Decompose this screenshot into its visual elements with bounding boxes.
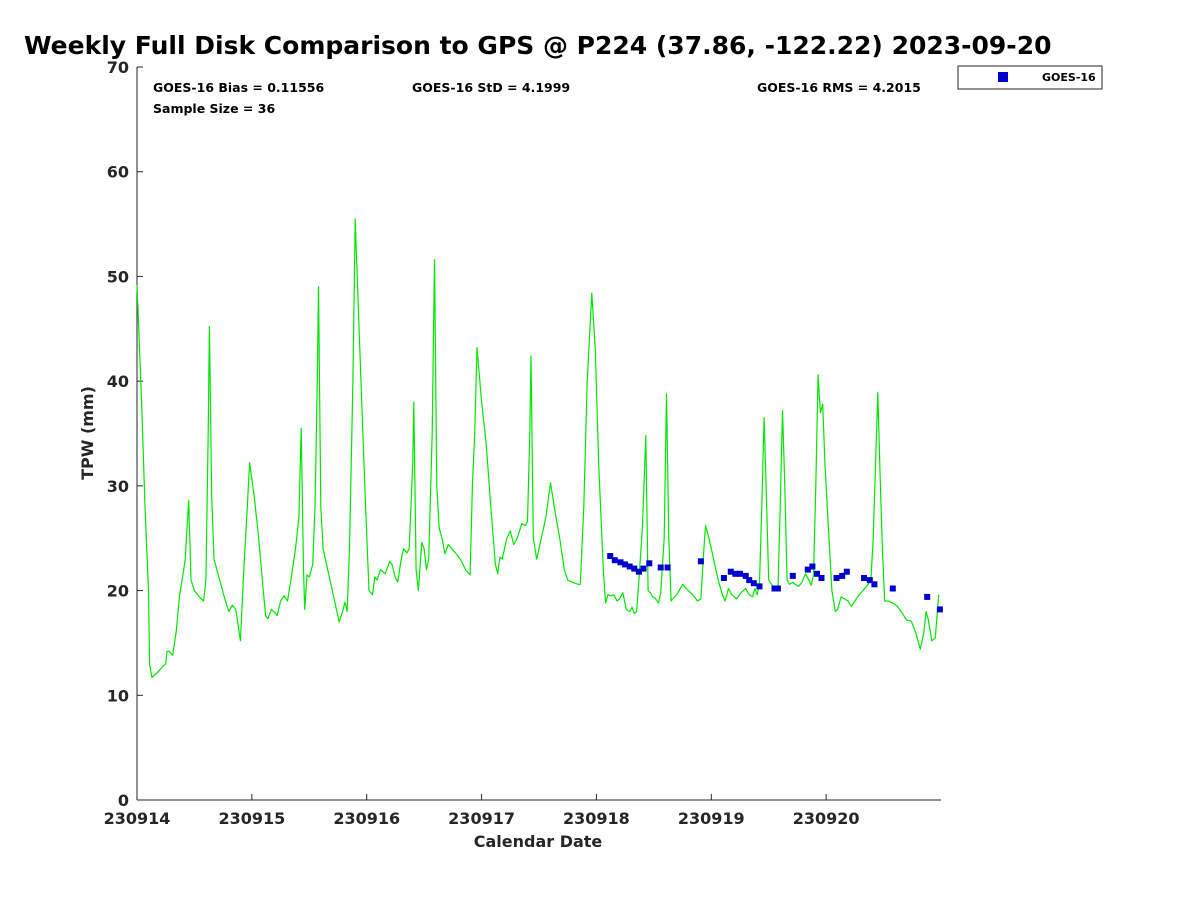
goes16-point	[871, 581, 878, 588]
goes16-point	[818, 575, 825, 581]
rms-annotation: GOES-16 RMS = 4.2015	[757, 80, 921, 95]
goes16-point	[771, 585, 778, 592]
chart-title: Weekly Full Disk Comparison to GPS @ P22…	[24, 31, 1051, 60]
y-tick-label: 0	[118, 791, 129, 810]
plot-background	[137, 67, 941, 800]
sample-size-annotation: Sample Size = 36	[153, 101, 275, 116]
goes16-point	[750, 580, 757, 587]
goes16-point	[861, 575, 867, 581]
y-axis-label: TPW (mm)	[78, 386, 97, 480]
goes16-point	[866, 577, 873, 584]
goes16-point	[635, 568, 642, 575]
std-annotation: GOES-16 StD = 4.1999	[412, 80, 570, 95]
goes16-point	[809, 563, 816, 570]
legend: GOES-16	[957, 65, 1103, 90]
x-tick-label: 230915	[218, 809, 285, 828]
goes16-point	[814, 570, 820, 577]
x-tick-label: 230916	[333, 809, 400, 828]
legend-label-goes16: GOES-16	[1042, 71, 1096, 84]
legend-marker-goes16	[998, 72, 1008, 82]
x-ticks: 230914 230915 230916 230917 230918 230919 2309…	[104, 794, 860, 828]
goes16-point	[664, 564, 671, 571]
goes16-point	[742, 572, 749, 579]
legend-box	[957, 65, 1103, 90]
goes16-point	[756, 583, 763, 590]
goes16-point	[936, 606, 943, 613]
goes16-point	[839, 572, 846, 579]
x-tick-label: 230919	[678, 809, 745, 828]
y-tick-label: 40	[107, 372, 129, 391]
bias-annotation: GOES-16 Bias = 0.11556	[153, 80, 324, 95]
gps-series-line	[136, 218, 940, 679]
goes16-point	[833, 575, 840, 581]
goes16-point	[640, 565, 647, 572]
goes16-point	[774, 585, 781, 592]
goes16-point	[732, 570, 739, 577]
goes16-point	[737, 570, 743, 577]
goes16-point	[622, 561, 629, 568]
goes16-point	[631, 565, 638, 572]
x-tick-label: 230918	[563, 809, 630, 828]
y-tick-label: 70	[107, 58, 129, 77]
y-tick-label: 20	[107, 582, 129, 601]
y-ticks: 0 10 20 30 40 50 60 70	[107, 58, 143, 810]
goes16-point	[657, 564, 664, 571]
y-tick-label: 50	[107, 267, 129, 286]
y-tick-label: 10	[107, 686, 129, 705]
goes16-point	[720, 575, 727, 581]
series-layer	[136, 218, 943, 679]
goes16-point	[746, 577, 753, 584]
goes16-point	[697, 558, 704, 565]
y-tick-label: 30	[107, 477, 129, 496]
plot-area	[136, 67, 941, 801]
x-tick-label: 230917	[448, 809, 515, 828]
stats-annotations: GOES-16 Bias = 0.11556 GOES-16 StD = 4.1…	[153, 80, 921, 116]
goes16-point	[617, 559, 624, 566]
goes16-point	[727, 568, 734, 575]
goes16-point	[626, 563, 633, 570]
goes16-point	[789, 572, 796, 579]
x-tick-label: 230914	[104, 809, 171, 828]
goes16-point	[611, 557, 618, 564]
goes16-point	[646, 560, 653, 567]
goes16-point	[804, 566, 811, 573]
x-tick-label: 230920	[793, 809, 860, 828]
goes16-point	[889, 585, 896, 592]
goes16-markers	[607, 553, 943, 613]
goes16-point	[843, 568, 850, 575]
goes16-point	[607, 553, 614, 559]
goes16-point	[924, 593, 931, 600]
x-axis-label: Calendar Date	[474, 832, 603, 851]
y-tick-label: 60	[107, 163, 129, 182]
